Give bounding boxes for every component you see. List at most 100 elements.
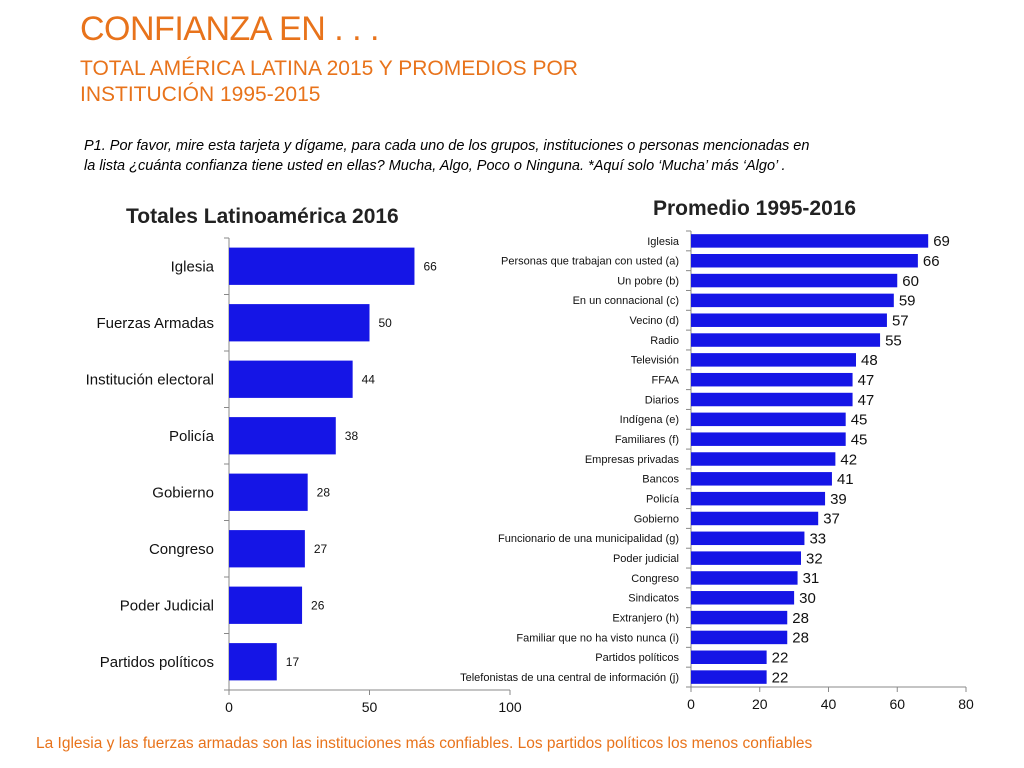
x-tick-label: 100 bbox=[498, 699, 522, 715]
bar bbox=[229, 586, 303, 624]
data-label: 47 bbox=[858, 392, 875, 409]
category-label: Personas que trabajan con usted (a) bbox=[501, 256, 679, 268]
category-label: Partidos políticos bbox=[100, 654, 214, 671]
category-label: Radio bbox=[650, 335, 679, 347]
bar bbox=[691, 313, 887, 327]
bar bbox=[229, 417, 336, 455]
category-label: Telefonistas de una central de informaci… bbox=[460, 672, 679, 684]
category-label: Congreso bbox=[149, 541, 214, 558]
x-tick-label: 60 bbox=[889, 696, 905, 712]
survey-question: P1. Por favor, mire esta tarjeta y dígam… bbox=[84, 136, 964, 176]
data-label: 17 bbox=[286, 655, 300, 669]
x-tick-label: 0 bbox=[687, 696, 695, 712]
category-label: Vecino (d) bbox=[629, 315, 679, 327]
category-label: Institución electoral bbox=[86, 372, 214, 389]
bar bbox=[691, 273, 898, 288]
category-label: Funcionario de una municipalidad (g) bbox=[498, 533, 679, 545]
subtitle-line-1: TOTAL AMÉRICA LATINA 2015 Y PROMEDIOS PO… bbox=[80, 57, 578, 80]
x-tick-label: 80 bbox=[958, 696, 974, 712]
data-label: 31 bbox=[803, 570, 820, 587]
data-label: 55 bbox=[885, 332, 902, 349]
data-label: 38 bbox=[345, 429, 359, 443]
page-subtitle: TOTAL AMÉRICA LATINA 2015 Y PROMEDIOS PO… bbox=[80, 56, 740, 108]
data-label: 32 bbox=[806, 550, 823, 567]
category-label: Policía bbox=[646, 494, 680, 506]
category-label: Iglesia bbox=[647, 236, 680, 248]
bar bbox=[691, 234, 929, 248]
data-label: 66 bbox=[423, 259, 437, 273]
bar bbox=[691, 452, 836, 466]
bar bbox=[691, 511, 819, 526]
bar bbox=[691, 650, 767, 665]
data-label: 37 bbox=[823, 511, 840, 528]
category-label: FFAA bbox=[651, 375, 679, 387]
question-line-2: la lista ¿cuánta confianza tiene usted e… bbox=[84, 158, 786, 174]
data-label: 57 bbox=[892, 312, 909, 329]
category-label: Empresas privadas bbox=[585, 454, 680, 466]
category-label: Un pobre (b) bbox=[617, 275, 679, 287]
data-label: 28 bbox=[317, 485, 331, 499]
bar bbox=[691, 551, 801, 565]
data-label: 45 bbox=[851, 431, 868, 448]
category-label: Diarios bbox=[645, 394, 680, 406]
bar bbox=[691, 491, 826, 506]
category-label: Poder Judicial bbox=[120, 598, 214, 615]
data-label: 60 bbox=[902, 273, 919, 290]
data-label: 27 bbox=[314, 542, 328, 556]
category-label: Gobierno bbox=[634, 513, 679, 525]
data-label: 30 bbox=[799, 590, 816, 607]
x-tick-label: 50 bbox=[362, 699, 378, 715]
bar bbox=[691, 372, 853, 387]
category-label: Televisión bbox=[631, 355, 679, 367]
left-chart-title: Totales Latinoamérica 2016 bbox=[126, 205, 399, 228]
bar bbox=[691, 571, 798, 585]
bar bbox=[229, 360, 353, 398]
data-label: 48 bbox=[861, 352, 878, 369]
data-label: 66 bbox=[923, 253, 940, 270]
footer-conclusion: La Iglesia y las fuerzas armadas son las… bbox=[36, 735, 813, 752]
subtitle-line-2: INSTITUCIÓN 1995-2015 bbox=[80, 83, 321, 106]
data-label: 59 bbox=[899, 293, 916, 310]
bar bbox=[691, 432, 846, 446]
x-tick-label: 20 bbox=[752, 696, 768, 712]
bar bbox=[691, 610, 788, 625]
data-label: 42 bbox=[840, 451, 857, 468]
category-label: Familiar que no ha visto nunca (i) bbox=[516, 632, 679, 644]
data-label: 44 bbox=[362, 372, 376, 386]
bar bbox=[691, 412, 846, 427]
data-label: 33 bbox=[809, 531, 826, 548]
category-label: En un connacional (c) bbox=[573, 295, 679, 307]
bar bbox=[691, 531, 805, 546]
data-label: 47 bbox=[858, 372, 875, 389]
bar bbox=[229, 473, 308, 511]
page-title: CONFIANZA EN . . . bbox=[80, 10, 379, 48]
data-label: 28 bbox=[792, 630, 809, 647]
bar bbox=[691, 293, 894, 308]
category-label: Poder judicial bbox=[613, 553, 679, 565]
category-label: Fuerzas Armadas bbox=[96, 315, 214, 332]
data-label: 41 bbox=[837, 471, 854, 488]
data-label: 39 bbox=[830, 491, 847, 508]
bar bbox=[691, 670, 767, 684]
category-label: Iglesia bbox=[171, 259, 215, 276]
data-label: 26 bbox=[311, 598, 325, 612]
bar bbox=[691, 253, 918, 268]
bar bbox=[691, 472, 832, 486]
bar bbox=[691, 353, 856, 367]
x-tick-label: 0 bbox=[225, 699, 233, 715]
bar bbox=[691, 630, 788, 645]
category-label: Congreso bbox=[631, 573, 679, 585]
data-label: 69 bbox=[933, 233, 950, 250]
category-label: Policía bbox=[169, 428, 215, 445]
category-label: Partidos políticos bbox=[595, 652, 679, 664]
category-label: Gobierno bbox=[152, 485, 214, 502]
category-label: Familiares (f) bbox=[615, 434, 679, 446]
data-label: 50 bbox=[379, 316, 393, 330]
data-label: 22 bbox=[772, 669, 789, 686]
bar bbox=[229, 643, 277, 681]
question-line-1: P1. Por favor, mire esta tarjeta y dígam… bbox=[84, 138, 810, 154]
category-label: Sindicatos bbox=[628, 593, 679, 605]
category-label: Extranjero (h) bbox=[612, 612, 679, 624]
bar bbox=[229, 247, 415, 285]
